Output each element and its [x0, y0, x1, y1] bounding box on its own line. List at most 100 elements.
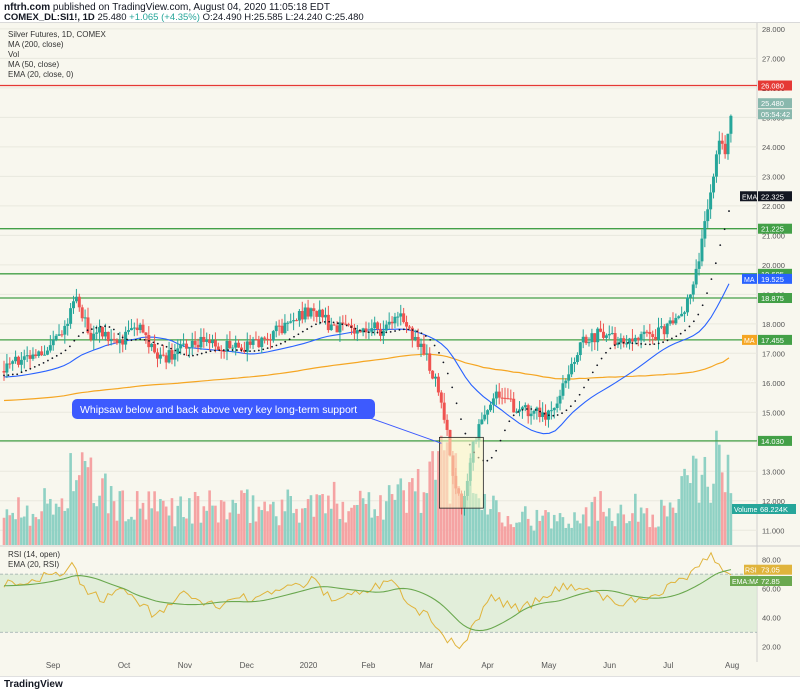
volume-bar — [579, 523, 582, 545]
ema-dot — [200, 352, 203, 355]
candle-body — [494, 391, 498, 399]
ema-dot — [618, 342, 621, 345]
countdown-value: 05:54:42 — [761, 110, 790, 119]
volume-bar — [431, 451, 434, 545]
volume-bar — [602, 511, 605, 545]
volume-bar — [712, 483, 715, 545]
volume-bar — [726, 454, 730, 545]
ema-dot — [341, 323, 344, 326]
ema-dot — [706, 292, 708, 295]
ema-dot — [170, 347, 172, 350]
ema-dot — [490, 456, 493, 459]
candle-body — [213, 340, 217, 347]
volume-bar — [703, 456, 707, 545]
volume-bar — [60, 498, 64, 545]
volume-bar — [228, 512, 232, 545]
candle-body — [138, 324, 142, 331]
volume-bar — [613, 526, 617, 545]
volume-bar — [193, 491, 197, 545]
y-tick-label: 15.000 — [762, 408, 785, 417]
volume-bar — [274, 516, 278, 545]
ema-dot — [293, 335, 295, 338]
x-tick-label: Apr — [481, 661, 494, 670]
ema-dot — [525, 408, 528, 410]
volume-bar — [425, 493, 429, 545]
volume-bar — [77, 475, 81, 545]
candle-body — [19, 359, 23, 365]
candle-body — [40, 351, 44, 356]
volume-bar — [506, 516, 510, 545]
ema-dot — [319, 321, 322, 324]
volume-bar — [153, 491, 156, 545]
y-tick-label: 18.000 — [762, 320, 785, 329]
candle-body — [561, 383, 565, 396]
volume-bar — [648, 527, 652, 545]
candle-body — [506, 398, 510, 400]
candle-body — [677, 316, 681, 318]
candle-body — [141, 324, 145, 333]
level-value-support-21: 21.225 — [761, 225, 784, 234]
level-tag-support-19-7 — [758, 268, 792, 279]
volume-bar — [196, 496, 200, 545]
ema-dot — [231, 349, 234, 351]
y-tick-label: 13.000 — [762, 467, 785, 476]
volume-bar — [37, 519, 41, 545]
site-name[interactable]: nftrh.com — [4, 2, 51, 13]
ema-dot — [402, 328, 405, 331]
ema-dot — [679, 332, 682, 335]
volume-bar — [402, 490, 405, 545]
ema-dot — [108, 326, 111, 328]
ema-dot — [148, 339, 150, 342]
volume-bar — [5, 509, 9, 545]
candle-body — [393, 316, 397, 324]
ema-dot — [688, 325, 691, 328]
candle-body — [683, 312, 687, 314]
volume-bar — [188, 498, 191, 545]
candle-body — [271, 331, 275, 341]
ema-value: 22.325 — [761, 192, 784, 201]
ema-dot — [11, 373, 14, 376]
volume-bar — [694, 458, 698, 545]
ema-dot — [556, 414, 559, 416]
volume-bar — [547, 512, 550, 545]
volume-bar — [645, 508, 649, 545]
candle-body — [103, 331, 107, 337]
ema-dot — [662, 341, 664, 344]
volume-bar — [20, 517, 23, 545]
volume-bar — [544, 510, 547, 545]
volume-bar — [72, 491, 75, 545]
tradingview-logo[interactable]: TradingView — [4, 679, 63, 690]
ema-dot — [29, 367, 32, 370]
volume-bar — [411, 478, 414, 545]
x-tick-label: Nov — [178, 661, 192, 670]
candle-body — [222, 350, 226, 352]
candle-body — [66, 323, 70, 326]
volume-bar — [272, 501, 275, 545]
rsi-tick-label: 60.00 — [762, 585, 781, 594]
candle-body — [680, 313, 684, 317]
volume-bar — [161, 500, 165, 545]
symbol-label[interactable]: COMEX_DL:SI1!, 1D — [4, 12, 95, 23]
candle-body — [596, 328, 600, 343]
volume-bar — [416, 469, 420, 545]
volume-bar — [622, 514, 626, 545]
candle-body — [358, 330, 362, 333]
volume-bar — [124, 521, 127, 545]
volume-bar — [463, 504, 466, 545]
ema-dot — [539, 410, 541, 413]
ema-dot — [723, 228, 726, 231]
volume-bar — [243, 492, 246, 545]
ema-dot — [710, 278, 713, 281]
candle-body — [164, 355, 168, 363]
volume-bar — [550, 528, 553, 545]
candle-body — [135, 327, 139, 331]
ema-dot — [657, 342, 660, 345]
volume-bar — [367, 492, 371, 545]
candle-body — [211, 340, 215, 344]
candle-body — [306, 307, 310, 317]
ema-dot — [42, 361, 45, 364]
volume-bar — [674, 512, 678, 545]
volume-bar — [234, 502, 237, 545]
